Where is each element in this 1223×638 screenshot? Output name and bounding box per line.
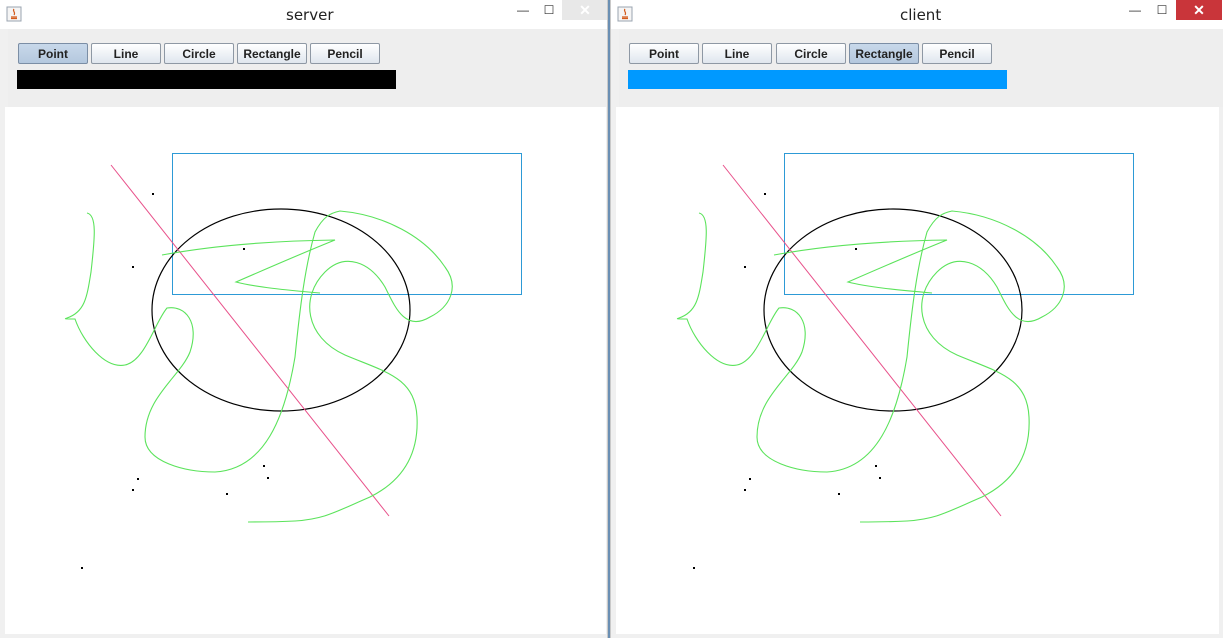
point-button[interactable]: Point xyxy=(18,43,88,64)
line-button[interactable]: Line xyxy=(702,43,772,64)
maximize-button[interactable]: ☐ xyxy=(1149,0,1175,20)
pencil-strokes xyxy=(64,210,453,523)
java-app-icon xyxy=(617,6,633,22)
point-button[interactable]: Point xyxy=(629,43,699,64)
tool-panel: Point Line Circle Rectangle Pencil xyxy=(8,29,607,107)
server-window: server — ☐ ✕ Point Line Circle Rectangle… xyxy=(0,0,608,638)
title-bar[interactable]: client — ☐ ✕ xyxy=(611,0,1223,29)
circle-button[interactable]: Circle xyxy=(776,43,846,64)
rectangle-button[interactable]: Rectangle xyxy=(849,43,919,64)
close-icon: ✕ xyxy=(579,2,591,18)
minimize-button[interactable]: — xyxy=(510,0,536,20)
rectangle-shape xyxy=(172,153,522,295)
canvas-drawing xyxy=(676,153,1134,569)
maximize-icon: ☐ xyxy=(1156,3,1168,17)
close-icon: ✕ xyxy=(1193,2,1205,18)
window-title: server xyxy=(286,6,334,24)
drawing-canvas[interactable] xyxy=(5,107,606,634)
circle-shape xyxy=(763,208,1023,412)
rectangle-button[interactable]: Rectangle xyxy=(237,43,307,64)
pencil-button[interactable]: Pencil xyxy=(922,43,992,64)
circle-button[interactable]: Circle xyxy=(164,43,234,64)
pencil-button[interactable]: Pencil xyxy=(310,43,380,64)
window-title: client xyxy=(900,6,942,24)
close-button[interactable]: ✕ xyxy=(1176,0,1222,20)
maximize-button[interactable]: ☐ xyxy=(536,0,562,20)
points xyxy=(693,193,881,569)
tool-panel: Point Line Circle Rectangle Pencil xyxy=(619,29,1223,107)
close-button[interactable]: ✕ xyxy=(562,0,607,20)
color-picker-bar[interactable] xyxy=(17,70,396,89)
title-bar[interactable]: server — ☐ ✕ xyxy=(0,0,607,29)
maximize-icon: ☐ xyxy=(543,3,555,17)
canvas-drawing xyxy=(64,153,522,569)
java-app-icon xyxy=(6,6,22,22)
circle-shape xyxy=(151,208,411,412)
minimize-icon: — xyxy=(1129,3,1141,17)
minimize-icon: — xyxy=(517,3,529,17)
line-shape xyxy=(722,164,1002,517)
rectangle-shape xyxy=(784,153,1134,295)
line-shape xyxy=(110,164,390,517)
minimize-button[interactable]: — xyxy=(1122,0,1148,20)
points xyxy=(81,193,269,569)
line-button[interactable]: Line xyxy=(91,43,161,64)
color-picker-bar[interactable] xyxy=(628,70,1007,89)
client-window: client — ☐ ✕ Point Line Circle Rectangle… xyxy=(610,0,1223,638)
drawing-canvas[interactable] xyxy=(616,107,1219,634)
pencil-strokes xyxy=(676,210,1065,523)
